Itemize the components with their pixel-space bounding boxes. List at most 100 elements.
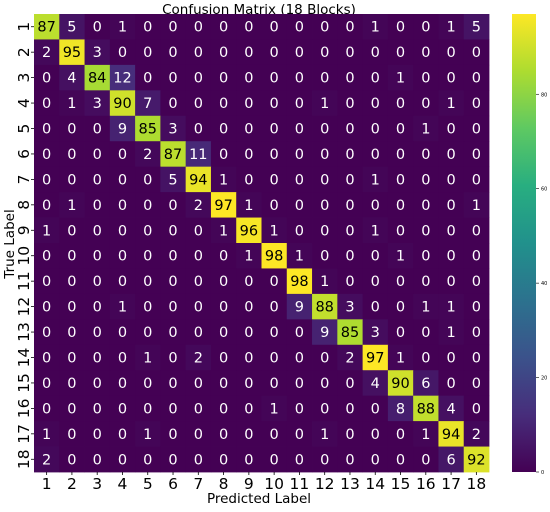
heatmap-cell <box>362 115 389 142</box>
cell-value-label: 0 <box>42 172 51 188</box>
heatmap-cell <box>135 446 161 473</box>
cell-value-label: 0 <box>421 172 430 188</box>
cell-value-label: 0 <box>143 223 152 239</box>
heatmap-cell <box>109 166 136 193</box>
cell-value-label: 2 <box>143 147 152 163</box>
heatmap-cell <box>185 319 212 346</box>
heatmap-cell <box>59 243 85 269</box>
heatmap-cell <box>438 421 465 447</box>
x-tick-label: 14 <box>365 475 385 493</box>
heatmap-cell <box>160 141 187 168</box>
cell-value-label: 0 <box>472 325 481 341</box>
cell-value-label: 0 <box>472 45 481 61</box>
heatmap-cell <box>84 14 111 40</box>
heatmap-cell <box>438 14 465 40</box>
cell-value-label: 9 <box>320 325 329 341</box>
heatmap-cell <box>261 192 288 218</box>
heatmap-cell <box>463 64 490 91</box>
y-tick-label: 12 <box>15 297 33 317</box>
cell-value-label: 88 <box>315 300 333 316</box>
cell-value-label: 1 <box>446 96 455 112</box>
heatmap-cell <box>463 268 490 295</box>
cell-value-label: 0 <box>42 71 51 87</box>
cell-value-label: 0 <box>143 376 152 392</box>
heatmap-cell <box>312 39 338 66</box>
cell-value-label: 0 <box>421 223 430 239</box>
heatmap-cell <box>34 268 60 295</box>
heatmap-cell <box>413 344 439 371</box>
cell-value-label: 0 <box>421 452 430 468</box>
cell-value-label: 0 <box>396 172 405 188</box>
cell-value-label: 0 <box>244 122 253 138</box>
heatmap-cell <box>463 370 490 397</box>
cell-value-label: 98 <box>265 249 283 265</box>
cell-value-label: 0 <box>320 452 329 468</box>
heatmap-cell <box>413 14 439 40</box>
heatmap-cell <box>387 344 414 371</box>
cell-value-label: 0 <box>168 223 177 239</box>
heatmap-cell <box>337 115 364 142</box>
heatmap-cell <box>236 243 262 269</box>
cell-value-label: 0 <box>396 300 405 316</box>
heatmap-cell <box>210 293 237 320</box>
heatmap-cell <box>413 268 439 295</box>
heatmap-cell <box>362 166 389 193</box>
x-tick-label: 12 <box>315 475 335 493</box>
cell-value-label: 0 <box>219 351 228 367</box>
cell-value-label: 0 <box>472 71 481 87</box>
cell-value-label: 0 <box>93 401 102 417</box>
heatmap-cell <box>135 14 161 40</box>
heatmap-cell <box>261 166 288 193</box>
cell-value-label: 0 <box>194 427 203 443</box>
heatmap-cell <box>286 192 313 218</box>
heatmap-cell <box>160 14 187 40</box>
cell-value-label: 0 <box>42 300 51 316</box>
cell-value-label: 0 <box>194 401 203 417</box>
heatmap-cell <box>337 192 364 218</box>
cell-value-label: 1 <box>320 96 329 112</box>
cell-value-label: 0 <box>446 71 455 87</box>
cell-value-label: 3 <box>93 45 102 61</box>
heatmap-cell <box>185 344 212 371</box>
cell-value-label: 0 <box>396 325 405 341</box>
cell-value-label: 2 <box>42 452 51 468</box>
heatmap-cell <box>109 14 136 40</box>
heatmap-cell <box>413 115 439 142</box>
heatmap-cell <box>312 370 338 397</box>
heatmap-cell <box>84 268 111 295</box>
y-tick-label: 11 <box>15 271 33 291</box>
y-tick-label: 5 <box>15 124 33 134</box>
heatmap-cell <box>109 192 136 218</box>
heatmap-cell <box>261 395 288 422</box>
heatmap-cell <box>362 90 389 117</box>
heatmap-cell <box>210 141 237 168</box>
cell-value-label: 0 <box>143 20 152 36</box>
colorbar-tick-label: 20 <box>541 376 547 382</box>
heatmap-cell <box>236 64 262 91</box>
y-tick-label: 1 <box>15 22 33 32</box>
x-tick-label: 16 <box>416 475 436 493</box>
heatmap-cell <box>236 90 262 117</box>
heatmap-cell <box>286 395 313 422</box>
cell-value-label: 0 <box>219 401 228 417</box>
x-tick-label: 15 <box>391 475 411 493</box>
heatmap-cell <box>413 64 439 91</box>
heatmap-cell <box>438 64 465 91</box>
cell-value-label: 0 <box>320 147 329 163</box>
heatmap-cell <box>362 268 389 295</box>
x-axis-ticks: 1 2 3 4 5 6 7 8 9 10 11 12 13 14 15 16 17 18 <box>42 472 486 493</box>
cell-value-label: 0 <box>295 198 304 214</box>
heatmap-cell <box>34 293 60 320</box>
cell-value-label: 0 <box>67 452 76 468</box>
heatmap-cell <box>185 14 212 40</box>
heatmap-cell <box>261 344 288 371</box>
cell-value-label: 0 <box>118 452 127 468</box>
heatmap-cell <box>135 395 161 422</box>
heatmap-cell <box>286 141 313 168</box>
heatmap-cell <box>185 90 212 117</box>
cell-value-label: 1 <box>219 223 228 239</box>
cell-value-label: 0 <box>118 172 127 188</box>
cell-value-label: 1 <box>244 198 253 214</box>
heatmap-cell <box>438 344 465 371</box>
cell-value-label: 0 <box>270 274 279 290</box>
